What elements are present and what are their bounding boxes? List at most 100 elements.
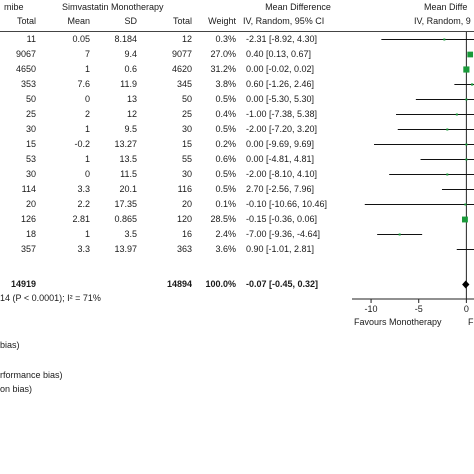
footer-line-1: bias) xyxy=(0,340,20,350)
cell-total2: 25 xyxy=(181,109,192,119)
cell-total2: 20 xyxy=(181,199,192,209)
cell-total1: 30 xyxy=(25,169,36,179)
cell-total1: 25 xyxy=(25,109,36,119)
cell-mean: 0 xyxy=(84,169,90,179)
cell-total2: 120 xyxy=(176,214,192,224)
cell-ci: 0.00 [-4.81, 4.81] xyxy=(246,154,315,164)
table-row: 30 1 9.5 30 0.5% -2.00 [-7.20, 3.20] xyxy=(0,122,474,137)
cell-sd: 13 xyxy=(126,94,137,104)
cell-total2: 9077 xyxy=(171,49,192,59)
total-weight: 100.0% xyxy=(205,279,236,289)
cell-weight: 0.5% xyxy=(215,169,236,179)
cell-total2: 116 xyxy=(177,184,192,194)
cell-mean: 0 xyxy=(84,94,90,104)
col-header-sd: SD xyxy=(124,16,137,26)
cell-total1: 9067 xyxy=(15,49,36,59)
cell-total2: 363 xyxy=(176,244,192,254)
cell-weight: 0.5% xyxy=(215,124,236,134)
cell-sd: 20.1 xyxy=(119,184,137,194)
effect-square xyxy=(446,173,449,176)
cell-weight: 2.4% xyxy=(215,229,236,239)
cell-ci: -2.31 [-8.92, 4.30] xyxy=(246,34,318,44)
effect-square xyxy=(471,83,474,86)
cell-weight: 0.4% xyxy=(215,109,236,119)
favours-right-label: F xyxy=(468,317,474,327)
effect-square xyxy=(464,203,467,206)
effect-square xyxy=(462,216,468,223)
cell-sd: 8.184 xyxy=(114,34,137,44)
cell-weight: 0.5% xyxy=(215,184,236,194)
col-header-total1: Total xyxy=(16,16,36,26)
col-header-total2: Total xyxy=(172,16,192,26)
cell-sd: 0.6 xyxy=(124,64,137,74)
plot-title: Mean Diffe xyxy=(424,2,468,12)
md-title: Mean Difference xyxy=(265,2,331,12)
cell-total1: 53 xyxy=(25,154,36,164)
cell-sd: 11.5 xyxy=(120,169,137,179)
pooled-diamond xyxy=(462,280,470,289)
cell-weight: 0.3% xyxy=(215,34,236,44)
cell-ci: 0.90 [-1.01, 2.81] xyxy=(246,244,315,254)
cell-mean: 2.81 xyxy=(72,214,90,224)
cell-weight: 3.8% xyxy=(215,79,236,89)
x-tick-label: 0 xyxy=(464,304,469,314)
cell-weight: 0.6% xyxy=(215,154,236,164)
col-header-mean: Mean xyxy=(67,16,90,26)
cell-mean: 1 xyxy=(84,64,90,74)
cell-mean: 7.6 xyxy=(77,79,90,89)
cell-total1: 353 xyxy=(20,79,36,89)
header-rule xyxy=(0,31,474,32)
cell-mean: 3.3 xyxy=(77,244,90,254)
cell-ci: 0.00 [-0.02, 0.02] xyxy=(246,64,315,74)
effect-square xyxy=(465,158,468,161)
cell-weight: 0.5% xyxy=(215,94,236,104)
cell-total1: 50 xyxy=(25,94,36,104)
cell-total2: 16 xyxy=(181,229,192,239)
table-row: 15 -0.2 13.27 15 0.2% 0.00 [-9.69, 9.69] xyxy=(0,137,474,152)
table-row: 20 2.2 17.35 20 0.1% -0.10 [-10.66, 10.4… xyxy=(0,197,474,212)
cell-mean: 0.05 xyxy=(72,34,90,44)
cell-total2: 12 xyxy=(181,34,192,44)
cell-mean: 1 xyxy=(84,154,90,164)
table-row: 30 0 11.5 30 0.5% -2.00 [-8.10, 4.10] xyxy=(0,167,474,182)
cell-sd: 12 xyxy=(126,109,137,119)
cell-ci: 0.60 [-1.26, 2.46] xyxy=(246,79,315,89)
cell-total2: 4620 xyxy=(171,64,192,74)
cell-sd: 13.27 xyxy=(114,139,137,149)
group1-title: mibe xyxy=(4,2,24,12)
cell-ci: -7.00 [-9.36, -4.64] xyxy=(246,229,321,239)
table-row: 126 2.81 0.865 120 28.5% -0.15 [-0.36, 0… xyxy=(0,212,474,227)
cell-sd: 9.4 xyxy=(124,49,137,59)
cell-mean: 1 xyxy=(84,124,90,134)
table-row: 11 0.05 8.184 12 0.3% -2.31 [-8.92, 4.30… xyxy=(0,32,474,47)
table-row: 357 3.3 13.97 363 3.6% 0.90 [-1.01, 2.81… xyxy=(0,242,474,257)
footer-line-3: on bias) xyxy=(0,384,33,394)
effect-square xyxy=(465,98,468,101)
effect-square xyxy=(446,128,449,131)
effect-square xyxy=(443,38,446,41)
cell-weight: 27.0% xyxy=(210,49,236,59)
cell-total2: 30 xyxy=(181,169,192,179)
effect-square xyxy=(455,113,458,116)
cell-total1: 126 xyxy=(20,214,36,224)
cell-sd: 0.865 xyxy=(114,214,137,224)
col-header-weight: Weight xyxy=(208,16,236,26)
table-row: 50 0 13 50 0.5% 0.00 [-5.30, 5.30] xyxy=(0,92,474,107)
effect-square xyxy=(467,51,474,58)
cell-sd: 3.5 xyxy=(124,229,137,239)
table-row: 114 3.3 20.1 116 0.5% 2.70 [-2.56, 7.96] xyxy=(0,182,474,197)
cell-total1: 357 xyxy=(20,244,36,254)
cell-total2: 55 xyxy=(181,154,192,164)
table-row: 53 1 13.5 55 0.6% 0.00 [-4.81, 4.81] xyxy=(0,152,474,167)
cell-ci: -2.00 [-8.10, 4.10] xyxy=(246,169,318,179)
cell-ci: -0.15 [-0.36, 0.06] xyxy=(246,214,318,224)
x-tick-label: -10 xyxy=(365,304,378,314)
table-row: 25 2 12 25 0.4% -1.00 [-7.38, 5.38] xyxy=(0,107,474,122)
cell-total2: 15 xyxy=(181,139,192,149)
cell-sd: 17.35 xyxy=(114,199,137,209)
cell-total1: 20 xyxy=(25,199,36,209)
cell-sd: 11.9 xyxy=(120,79,137,89)
cell-total2: 345 xyxy=(176,79,192,89)
cell-sd: 13.5 xyxy=(119,154,137,164)
col-header-md-method: IV, Random, 95% CI xyxy=(243,16,325,26)
